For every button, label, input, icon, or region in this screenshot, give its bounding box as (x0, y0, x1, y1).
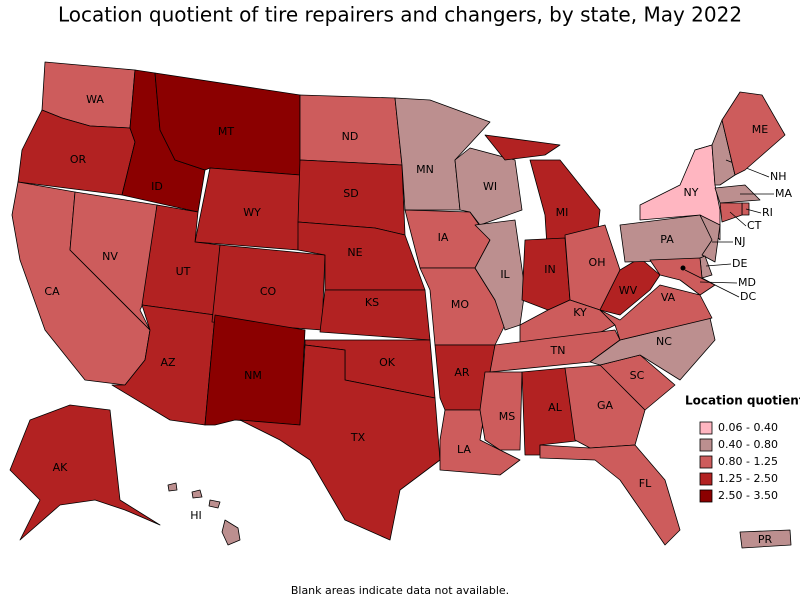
state-shape (599, 284, 713, 341)
state-shape (221, 519, 241, 546)
state-label: WI (483, 180, 497, 193)
state-label: IA (438, 231, 449, 244)
state-label: CT (747, 219, 762, 232)
leader-line (745, 208, 762, 214)
state-label: TX (350, 431, 366, 444)
state-label: DE (732, 257, 747, 270)
leader-line (699, 281, 738, 284)
state-label: OK (379, 356, 396, 369)
state-shape (649, 257, 716, 296)
state-label: ND (342, 130, 359, 143)
state-label: AL (548, 401, 563, 414)
state-label: PA (660, 233, 674, 246)
state-label: NH (770, 170, 787, 183)
state-shape (204, 314, 306, 426)
state-label: NV (102, 250, 118, 263)
legend: Location quotient 0.06 - 0.40 0.40 - 0.80… (685, 394, 800, 503)
legend-swatch (699, 438, 713, 452)
state-label: MS (499, 410, 515, 423)
state-label: AR (454, 366, 470, 379)
legend-title: Location quotient (685, 394, 800, 408)
state-shape (639, 144, 721, 241)
state-label: MO (451, 298, 469, 311)
state-label: LA (457, 443, 471, 456)
leader-line (684, 269, 740, 298)
state-shape (711, 119, 736, 186)
state-label: FL (639, 477, 652, 490)
state-label: IN (544, 263, 555, 276)
state-label: MT (218, 125, 234, 138)
state-label: PR (758, 533, 773, 546)
state-label: AK (53, 461, 69, 474)
state-shape (714, 184, 761, 204)
state-label: NC (656, 335, 672, 348)
state-label: RI (762, 206, 773, 219)
state-shape (484, 134, 561, 161)
state-label: KS (365, 296, 379, 309)
state-shape (539, 444, 681, 546)
state-label: NM (244, 369, 262, 382)
state-label: NJ (734, 235, 745, 248)
state-label: UT (176, 265, 191, 278)
state-label: CA (44, 285, 60, 298)
legend-swatch (699, 489, 713, 503)
map-title: Location quotient of tire repairers and … (58, 3, 742, 27)
state-shape (9, 404, 161, 541)
state-label: IL (500, 268, 510, 281)
leader-line (729, 211, 747, 227)
state-label: GA (597, 399, 614, 412)
state-shape (699, 214, 721, 263)
state-label: CO (260, 285, 277, 298)
state-label: ME (752, 123, 768, 136)
state-shape (739, 529, 792, 549)
state-label: SC (630, 369, 645, 382)
state-label: NY (684, 186, 699, 199)
state-label: TN (550, 344, 566, 357)
legend-swatch (699, 455, 713, 469)
state-shape (167, 482, 178, 492)
state-label: OH (589, 256, 606, 269)
state-label: WY (243, 206, 261, 219)
legend-swatch (699, 472, 713, 486)
leader-line (705, 263, 732, 267)
state-shape (721, 91, 786, 176)
state-shape (208, 499, 221, 509)
state-label: OR (70, 153, 87, 166)
legend-label: 2.50 - 3.50 (718, 489, 778, 502)
state-shape (474, 219, 526, 331)
state-label: MN (416, 163, 434, 176)
legend-label: 1.25 - 2.50 (718, 472, 778, 485)
state-label: ID (151, 180, 163, 193)
state-label: AZ (160, 356, 176, 369)
legend-label: 0.06 - 0.40 (718, 421, 778, 434)
state-dot (680, 265, 686, 271)
state-shape (454, 147, 523, 226)
state-label: KY (573, 306, 587, 319)
state-label: MA (775, 187, 792, 200)
legend-label: 0.40 - 0.80 (718, 438, 778, 451)
legend-label: 0.80 - 1.25 (718, 455, 778, 468)
state-label: HI (190, 509, 202, 522)
state-shape (239, 344, 441, 541)
state-label: NE (347, 246, 362, 259)
states: WA OR CA NV ID MT WY UT AZ CO NM ND SD NE KS OK TX MN IA MO… (9, 61, 792, 549)
state-label: WV (619, 284, 638, 297)
state-label: DC (740, 290, 756, 303)
legend-swatch (699, 421, 713, 435)
state-shape (191, 489, 203, 499)
state-label: SD (343, 187, 358, 200)
footnote: Blank areas indicate data not available. (291, 584, 509, 597)
state-label: WA (86, 93, 104, 106)
state-label: VA (661, 291, 676, 304)
state-label: MD (738, 276, 756, 289)
state-label: MI (556, 206, 569, 219)
state-shape (741, 202, 750, 216)
